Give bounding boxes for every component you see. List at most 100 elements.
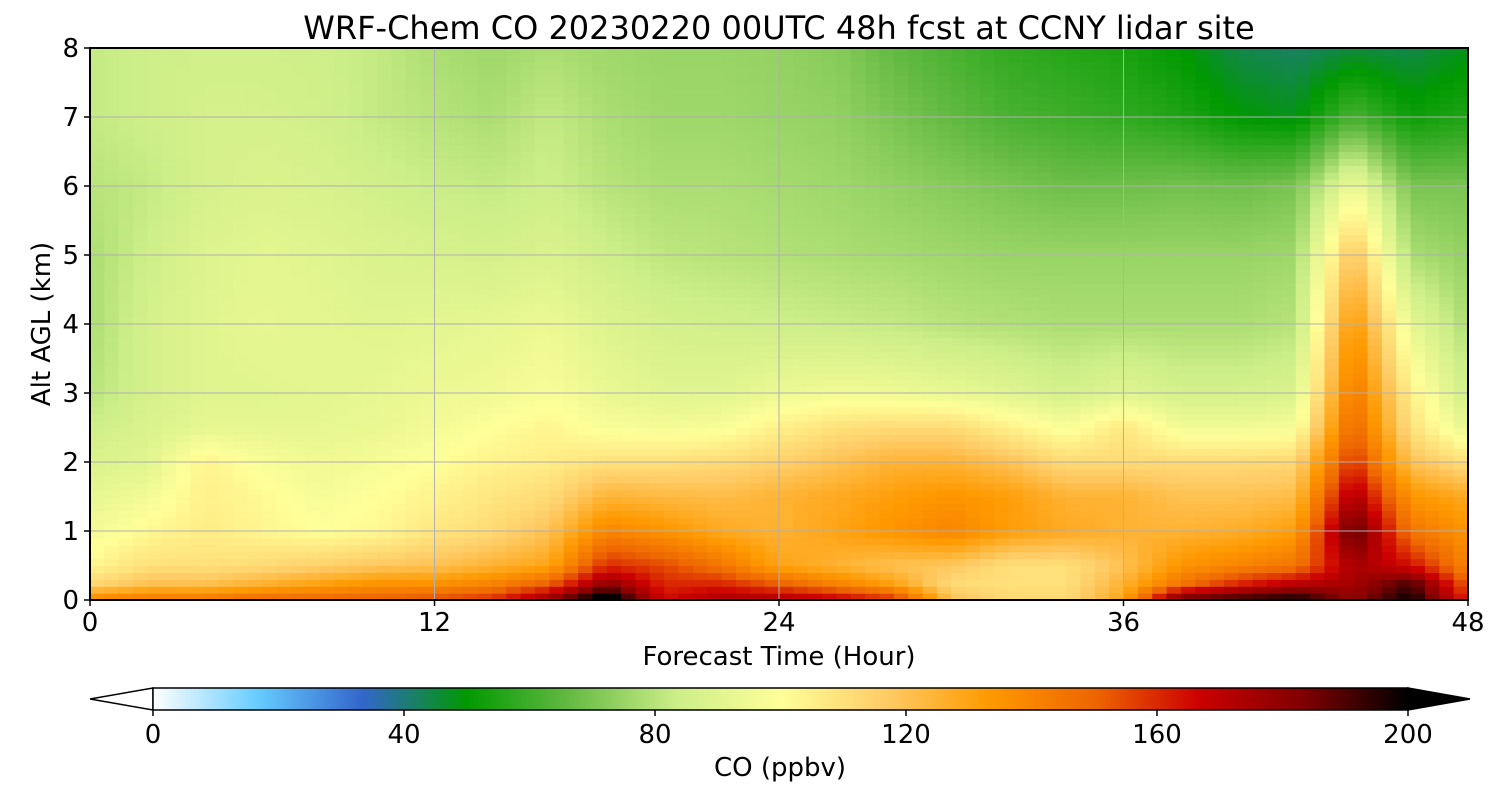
heatmap-cell — [979, 524, 995, 532]
heatmap-cell — [822, 310, 838, 318]
heatmap-cell — [377, 289, 393, 297]
heatmap-cell — [147, 551, 163, 560]
heatmap-cell — [348, 61, 364, 70]
heatmap-cell — [448, 310, 464, 318]
heatmap-cell — [420, 379, 436, 387]
heatmap-cell — [592, 110, 608, 118]
heatmap-cell — [448, 275, 464, 284]
heatmap-cell — [563, 510, 579, 518]
heatmap-cell — [549, 489, 565, 498]
heatmap-cell — [90, 227, 105, 235]
heatmap-cell — [190, 420, 206, 429]
heatmap-cell — [635, 206, 651, 215]
heatmap-cell — [319, 75, 335, 84]
heatmap-cell — [448, 110, 464, 118]
heatmap-cell — [276, 386, 292, 394]
heatmap-cell — [176, 206, 192, 215]
heatmap-cell — [563, 158, 579, 166]
heatmap-cell — [176, 462, 192, 470]
heatmap-cell — [377, 310, 393, 318]
heatmap-cell — [477, 75, 493, 84]
heatmap-cell — [621, 165, 637, 173]
heatmap-cell — [836, 206, 852, 215]
heatmap-cell — [764, 165, 780, 173]
heatmap-cell — [290, 117, 306, 125]
heatmap-cell — [850, 144, 866, 153]
heatmap-cell — [176, 379, 192, 387]
heatmap-cell — [664, 468, 680, 477]
heatmap-cell — [764, 524, 780, 532]
heatmap-cell — [362, 89, 378, 97]
heatmap-cell — [965, 510, 981, 518]
heatmap-cell — [118, 172, 134, 180]
heatmap-cell — [420, 365, 436, 373]
heatmap-cell — [133, 303, 149, 311]
heatmap-cell — [850, 268, 866, 277]
heatmap-cell — [721, 144, 737, 153]
heatmap-cell — [104, 268, 120, 277]
heatmap-cell — [721, 344, 737, 353]
heatmap-cell — [247, 103, 263, 111]
heatmap-cell — [420, 268, 436, 277]
heatmap-cell — [965, 130, 981, 139]
heatmap-cell — [735, 165, 751, 173]
heatmap-cell — [334, 82, 349, 90]
heatmap-cell — [621, 586, 637, 594]
heatmap-cell — [750, 413, 766, 422]
heatmap-cell — [491, 544, 507, 553]
heatmap-cell — [520, 130, 536, 139]
heatmap-cell — [893, 531, 909, 539]
heatmap-cell — [90, 565, 105, 573]
heatmap-cell — [176, 517, 192, 525]
heatmap-cell — [635, 282, 651, 291]
heatmap-cell — [362, 358, 378, 366]
heatmap-cell — [190, 462, 206, 470]
heatmap-cell — [290, 482, 306, 491]
heatmap-cell — [793, 351, 809, 360]
heatmap-cell — [951, 434, 967, 442]
heatmap-cell — [879, 213, 895, 222]
heatmap-cell — [190, 151, 206, 159]
heatmap-cell — [520, 517, 536, 525]
heatmap-cell — [448, 475, 464, 484]
heatmap-cell — [678, 282, 694, 291]
heatmap-cell — [534, 393, 550, 401]
heatmap-cell — [936, 579, 952, 587]
heatmap-cell — [807, 48, 823, 56]
heatmap-cell — [161, 379, 177, 387]
heatmap-cell — [176, 220, 192, 228]
heatmap-cell — [176, 537, 192, 546]
heatmap-cell — [965, 89, 981, 97]
heatmap-cell — [707, 103, 723, 111]
heatmap-cell — [247, 531, 263, 539]
heatmap-cell — [979, 379, 995, 387]
heatmap-cell — [104, 261, 120, 270]
heatmap-cell — [391, 496, 407, 504]
heatmap-cell — [233, 565, 249, 573]
heatmap-cell — [219, 268, 235, 277]
heatmap-cell — [879, 455, 895, 463]
heatmap-cell — [290, 586, 306, 594]
heatmap-cell — [391, 96, 407, 104]
heatmap-cell — [635, 48, 651, 56]
heatmap-cell — [520, 379, 536, 387]
heatmap-cell — [90, 406, 105, 415]
heatmap-cell — [448, 192, 464, 201]
heatmap-cell — [391, 123, 407, 132]
heatmap-cell — [879, 289, 895, 297]
heatmap-cell — [305, 386, 321, 394]
heatmap-cell — [147, 517, 163, 525]
heatmap-cell — [692, 537, 708, 546]
heatmap-cell — [822, 54, 838, 63]
heatmap-cell — [549, 89, 565, 97]
heatmap-cell — [420, 358, 436, 366]
heatmap-cell — [463, 393, 479, 401]
heatmap-cell — [147, 103, 163, 111]
heatmap-cell — [822, 261, 838, 270]
heatmap-cell — [118, 317, 134, 325]
heatmap-cell — [290, 54, 306, 63]
heatmap-cell — [692, 137, 708, 146]
heatmap-cell — [865, 234, 881, 242]
heatmap-cell — [276, 268, 292, 277]
heatmap-cell — [90, 358, 105, 366]
